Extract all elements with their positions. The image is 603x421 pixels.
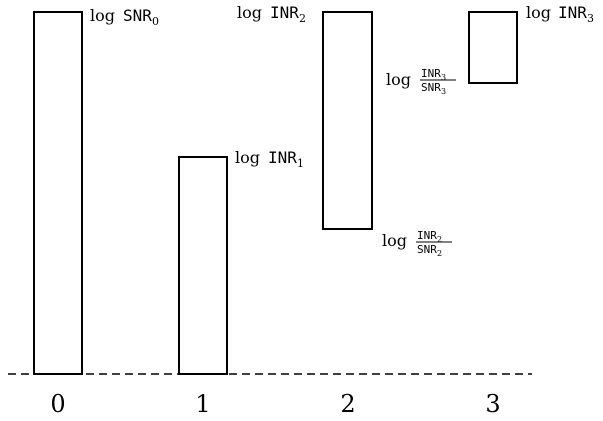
bar-0-top-label: log SNR 0 (90, 6, 159, 28)
denominator: SNR (417, 243, 437, 256)
log-word: log (235, 148, 260, 167)
numerator-subscript: 2 (437, 235, 442, 244)
log-word: log (237, 3, 262, 22)
bar-3-bottom-label: log INR 3 SNR 3 (386, 67, 456, 96)
denominator-subscript: 3 (441, 87, 446, 96)
bar-3-top-label: log INR 3 (526, 3, 594, 25)
denominator: SNR (421, 81, 441, 94)
log-word: log (90, 6, 115, 25)
bar-2 (322, 11, 373, 230)
symbol: INR (558, 3, 587, 22)
bar-2-bottom-label: log INR 2 SNR 2 (382, 229, 452, 258)
symbol: INR (268, 148, 297, 167)
symbol: INR (270, 3, 299, 22)
tick-label-2: 2 (340, 390, 355, 418)
numerator: INR (421, 67, 441, 80)
numerator: INR (417, 229, 437, 242)
log-word: log (526, 3, 551, 22)
symbol: SNR (123, 6, 152, 25)
tick-label-0: 0 (50, 390, 65, 418)
subscript: 3 (587, 12, 594, 25)
log-word: log (386, 70, 411, 89)
subscript: 2 (299, 12, 306, 25)
numerator-subscript: 3 (441, 73, 446, 82)
bar-3 (468, 11, 518, 84)
bar-1 (178, 156, 228, 375)
tick-label-3: 3 (485, 390, 500, 418)
log-word: log (382, 231, 407, 250)
subscript: 0 (152, 15, 159, 28)
bar-2-top-label: log INR 2 (237, 3, 306, 25)
tick-label-1: 1 (195, 390, 210, 418)
bar-0 (33, 11, 83, 375)
subscript: 1 (297, 157, 304, 170)
denominator-subscript: 2 (437, 249, 442, 258)
bar-1-top-label: log INR 1 (235, 148, 304, 170)
